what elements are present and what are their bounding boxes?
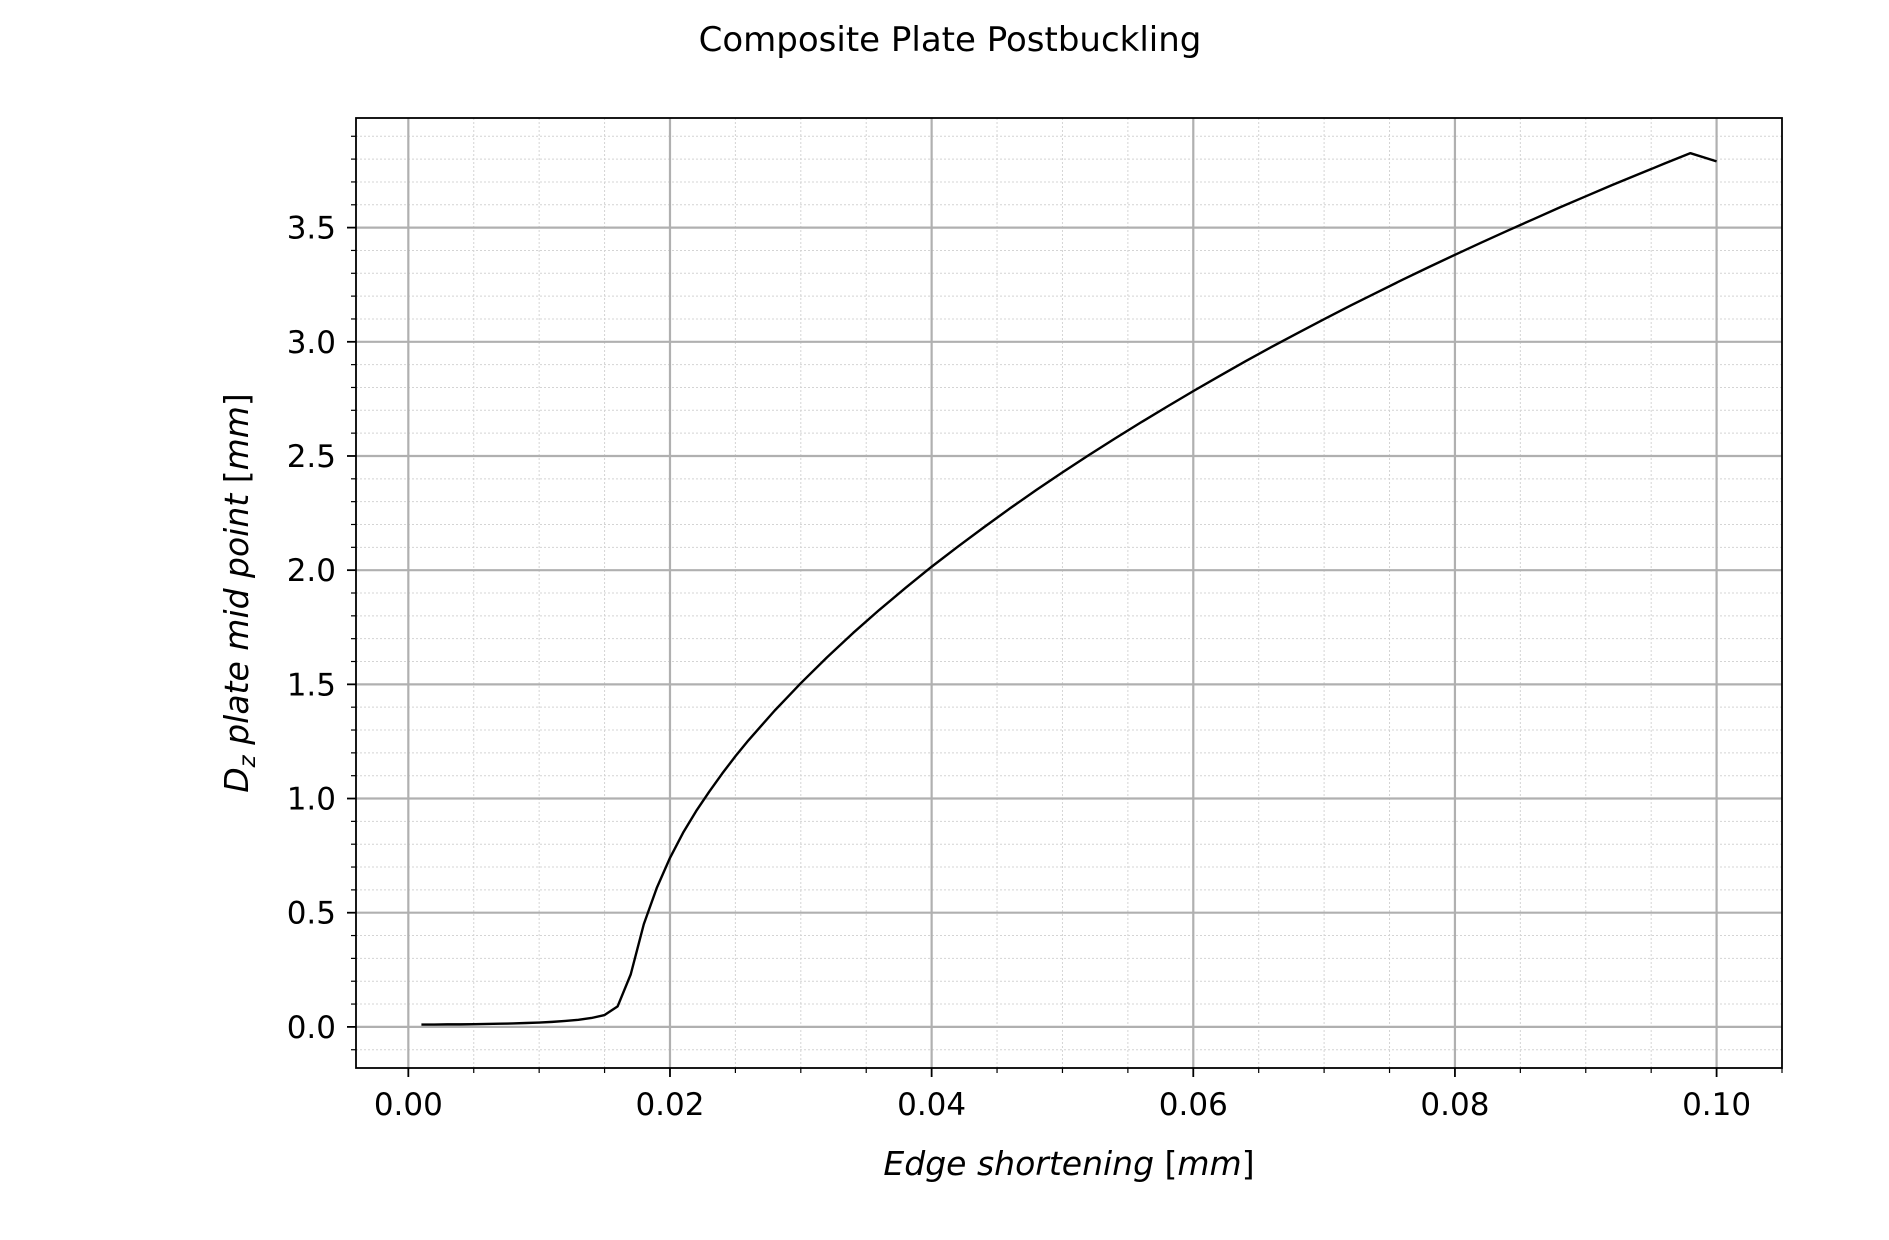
x-axis-label: Edge shortening [mm] xyxy=(883,1144,1254,1183)
x-tick-label: 0.06 xyxy=(1159,1087,1228,1123)
y-axis-label-sub: z xyxy=(235,754,261,768)
x-tick-label: 0.00 xyxy=(374,1087,443,1123)
minor-grid xyxy=(356,118,1783,1068)
y-tick-label: 0.0 xyxy=(287,1010,336,1046)
y-tick-label: 1.5 xyxy=(287,667,336,703)
y-tick-label: 2.0 xyxy=(287,553,336,589)
axis-tick-labels: 0.00 0.02 0.04 0.06 0.08 0.10 0.0 0.5 1.0 1.5 2.0 2… xyxy=(287,211,1751,1123)
axis-ticks xyxy=(347,135,1783,1077)
x-axis-label-text: Edge shortening xyxy=(883,1144,1154,1183)
x-axis-bracket-open: [ xyxy=(1165,1144,1178,1183)
x-axis-unit: mm xyxy=(1177,1144,1241,1183)
x-tick-label: 0.08 xyxy=(1420,1087,1489,1123)
x-tick-label: 0.04 xyxy=(897,1087,966,1123)
x-axis-bracket-close: ] xyxy=(1242,1144,1255,1183)
y-tick-label: 2.5 xyxy=(287,439,336,475)
y-tick-label: 1.0 xyxy=(287,782,336,818)
series-line xyxy=(421,151,1717,1026)
y-axis-label-text: plate mid point xyxy=(217,493,256,756)
major-grid xyxy=(356,118,1782,1068)
chart-title: Composite Plate Postbuckling xyxy=(699,20,1202,60)
x-tick-label: 0.02 xyxy=(635,1087,704,1123)
y-axis-bracket-close: ] xyxy=(217,393,256,406)
series-line-group xyxy=(421,151,1717,1026)
y-axis-bracket-open: [ xyxy=(217,470,256,483)
y-tick-label: 0.5 xyxy=(287,896,336,932)
y-axis-label-main: D xyxy=(217,767,256,792)
y-tick-label: 3.0 xyxy=(287,325,336,361)
y-axis-label: Dz plate mid point [mm] xyxy=(217,393,261,793)
x-tick-label: 0.10 xyxy=(1682,1087,1751,1123)
y-tick-label: 3.5 xyxy=(287,211,336,247)
y-axis-unit: mm xyxy=(217,406,256,470)
